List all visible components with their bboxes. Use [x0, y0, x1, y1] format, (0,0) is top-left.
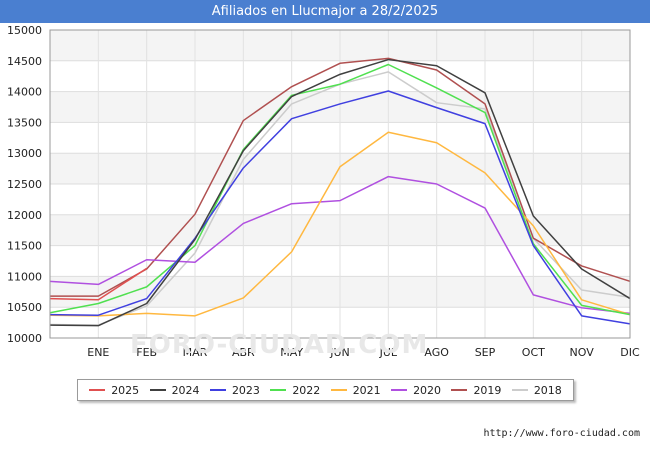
legend-item-2019: 2019 [451, 384, 501, 397]
x-tick-label: MAR [183, 346, 208, 359]
legend-label: 2020 [413, 383, 442, 397]
chart-title: Afiliados en Llucmajor a 28/2/2025 [0, 0, 650, 23]
x-tick-label: SEP [475, 346, 496, 359]
plot-frame [49, 29, 631, 339]
y-tick-label: 10500 [7, 301, 42, 314]
y-tick-label: 11500 [7, 240, 42, 253]
series-line-2023 [49, 90, 631, 325]
legend-label: 2022 [292, 383, 321, 397]
legend-label: 2021 [352, 383, 381, 397]
legend-item-2023: 2023 [209, 383, 260, 397]
y-tick-label: 14000 [7, 86, 42, 99]
x-tick-label: MAY [280, 346, 303, 359]
x-tick-label: JUL [379, 346, 398, 359]
watermark: FORO-CIUDAD.COM [130, 330, 429, 360]
legend-label: 2025 [111, 383, 140, 397]
legend-item-2024: 2024 [149, 383, 200, 397]
series-line-2021 [49, 131, 631, 317]
series-line-2020 [49, 175, 631, 315]
series-line-2025 [49, 267, 148, 301]
y-tick-label: 15000 [7, 24, 42, 37]
legend-swatch [89, 389, 106, 391]
legend-item-2021: 2021 [330, 383, 381, 397]
series-line-2024 [49, 58, 631, 327]
legend-item-2020: 2020 [391, 384, 441, 397]
y-tick-label: 12000 [7, 209, 42, 222]
y-tick-label: 12500 [7, 178, 42, 191]
legend-swatch [451, 389, 468, 391]
legend-label: 2019 [473, 383, 502, 397]
x-tick-label: ENE [87, 346, 109, 359]
x-tick-label: NOV [570, 346, 595, 359]
x-tick-label: DIC [620, 346, 640, 359]
legend-label: 2018 [533, 383, 562, 397]
legend-swatch [391, 389, 408, 391]
y-tick-label: 10000 [7, 332, 42, 345]
legend-item-2025: 2025 [89, 384, 139, 397]
legend-swatch [149, 389, 166, 391]
y-tick-label: 13000 [7, 147, 42, 160]
x-tick-label: OCT [522, 346, 545, 359]
legend-swatch [270, 389, 287, 391]
y-axis-ticks: 10000 10500 11000 11500 12000 12500 13000 13500… [7, 24, 42, 345]
y-tick-label: 11000 [7, 270, 42, 283]
source-url[interactable]: http://www.foro-ciudad.com [483, 428, 640, 439]
y-tick-label: 13500 [7, 116, 42, 129]
legend: 2025 2024 2023 2022 2021 2020 2019 2018 [77, 379, 574, 401]
x-tick-label: AGO [424, 346, 449, 359]
legend-swatch [209, 389, 226, 391]
legend-label: 2023 [231, 383, 260, 397]
legend-item-2018: 2018 [511, 383, 562, 397]
x-axis-ticks: ENE FEB MAR ABR MAY JUN JUL AGO SEP OCT NOV DIC [87, 346, 640, 359]
x-tick-label: FEB [136, 346, 157, 359]
x-tick-label: ABR [232, 346, 255, 359]
legend-item-2022: 2022 [270, 384, 320, 397]
x-tick-label: JUN [329, 346, 350, 359]
legend-swatch [330, 389, 347, 391]
series-lines [49, 57, 631, 327]
y-tick-label: 14500 [7, 55, 42, 68]
legend-label: 2024 [171, 383, 200, 397]
legend-swatch [511, 389, 528, 391]
